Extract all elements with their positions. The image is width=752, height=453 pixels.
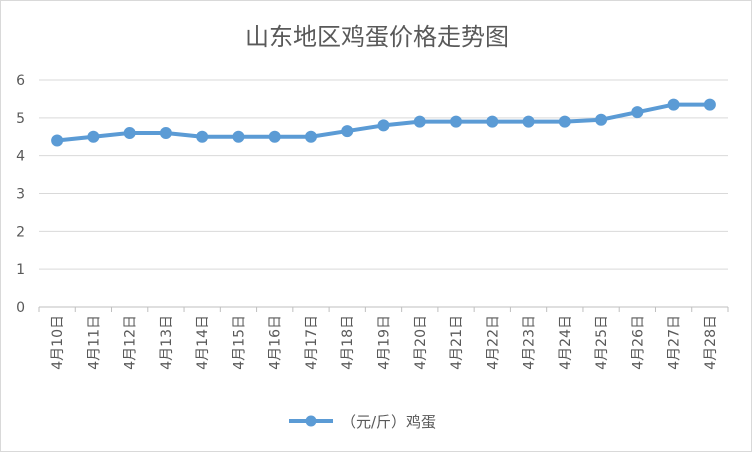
data-point [159, 126, 172, 139]
x-tick-label: 4月26日 [630, 315, 646, 370]
x-tick-label: 4月15日 [231, 315, 247, 370]
data-point [522, 115, 535, 128]
data-point [413, 115, 426, 128]
y-tick-label: 5 [16, 111, 25, 127]
x-axis: 4月10日 4月11日 4月12日 4月13日 4月14日 4月15日 4月16日 4月17日… [38, 307, 729, 370]
data-point [304, 130, 317, 143]
x-tick-label: 4月17日 [304, 315, 320, 370]
x-tick-label: 4月13日 [159, 315, 175, 370]
x-tick-label: 4月27日 [667, 315, 683, 370]
x-tick-label: 4月23日 [522, 315, 538, 370]
data-point [631, 106, 644, 119]
x-tick-label: 4月28日 [703, 315, 719, 370]
x-tick-label: 4月18日 [340, 315, 356, 370]
x-tick-label: 4月20日 [413, 315, 429, 370]
x-tick-label: 4月11日 [86, 315, 102, 370]
data-point [667, 98, 680, 111]
data-point [558, 115, 571, 128]
data-point [87, 130, 100, 143]
x-tick-label: 4月19日 [377, 315, 393, 370]
data-point [486, 115, 499, 128]
legend-label: （元/斤）鸡蛋 [341, 413, 436, 431]
legend-point-marker [305, 415, 317, 427]
x-tick-label: 4月12日 [123, 315, 139, 370]
legend: （元/斤）鸡蛋 [289, 413, 436, 431]
y-tick-label: 3 [16, 187, 25, 203]
x-tick-label: 4月10日 [50, 315, 66, 370]
x-tick-label: 4月16日 [268, 315, 284, 370]
data-point [232, 130, 245, 143]
x-tick-label: 4月24日 [558, 315, 574, 370]
y-tick-label: 4 [16, 149, 25, 165]
data-point [123, 126, 136, 139]
y-axis-ticks: 0 1 2 3 4 5 6 [16, 73, 25, 316]
y-tick-label: 6 [16, 73, 25, 89]
x-tick-label: 4月14日 [195, 315, 211, 370]
y-tick-label: 1 [16, 262, 25, 278]
data-point [377, 119, 390, 132]
y-tick-label: 2 [16, 224, 25, 240]
data-point [196, 130, 209, 143]
data-point [268, 130, 281, 143]
data-point [595, 113, 608, 126]
x-tick-label: 4月21日 [449, 315, 465, 370]
gridlines [39, 79, 728, 308]
chart-title: 山东地区鸡蛋价格走势图 [245, 23, 509, 51]
x-tick-label: 4月25日 [594, 315, 610, 370]
data-point [450, 115, 463, 128]
data-point [341, 125, 354, 138]
data-point [51, 134, 64, 147]
data-point [703, 98, 716, 111]
series-group [51, 98, 716, 147]
x-tick-label: 4月22日 [485, 315, 501, 370]
y-tick-label: 0 [16, 300, 25, 316]
